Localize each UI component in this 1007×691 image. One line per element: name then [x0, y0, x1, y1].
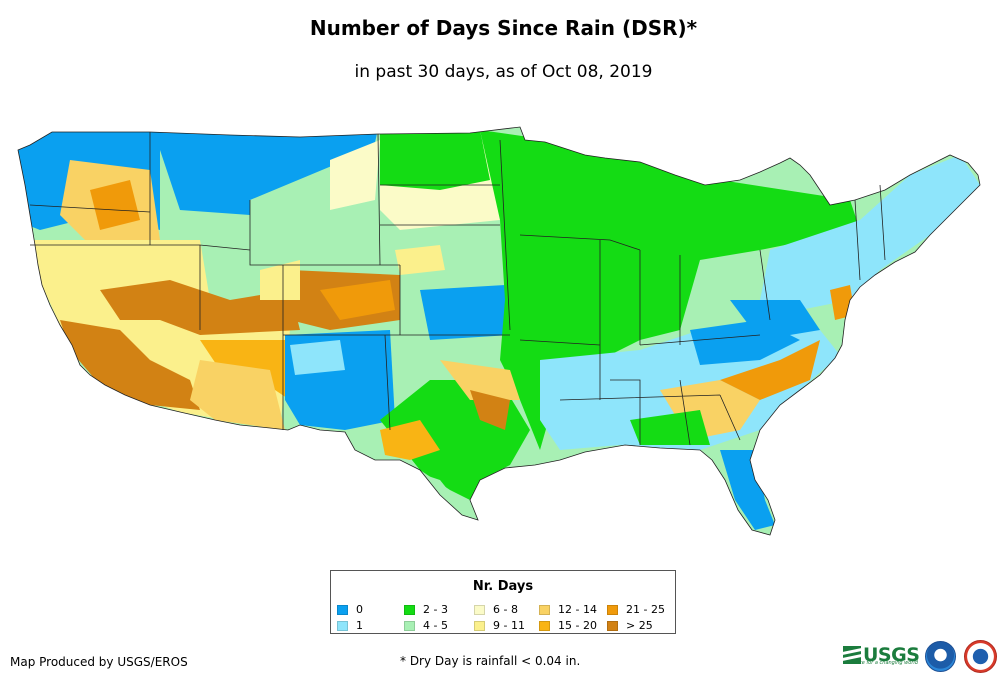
legend-item: 2 - 3 — [404, 603, 448, 616]
legend-label: 6 - 8 — [493, 603, 518, 616]
region-socal-25 — [60, 320, 200, 410]
legend-item: 6 - 8 — [474, 603, 518, 616]
region-kansas-0 — [420, 285, 510, 340]
region-north-dakota-2-3 — [380, 130, 490, 190]
legend-item: 4 - 5 — [404, 619, 448, 632]
legend-swatch — [404, 620, 415, 631]
state-borders — [29, 132, 886, 446]
usgs-tagline: science for a changing world — [846, 660, 918, 666]
region-florida-0 — [720, 450, 775, 530]
legend-title: Nr. Days — [472, 579, 534, 594]
region-gulf-coast-2-3 — [630, 410, 710, 445]
legend: Nr. Days 0 1 2 - 3 4 - 5 6 - 8 9 - 11 12 - 14 1… — [330, 570, 676, 634]
nws-logo-icon — [964, 640, 997, 673]
legend-item: 1 — [337, 619, 363, 632]
region-oklahoma-12-14 — [440, 360, 520, 400]
usgs-logo: USGS — [843, 641, 921, 669]
legend-swatch — [337, 620, 348, 631]
region-utah-9-11 — [260, 260, 300, 300]
usgs-logo-text: USGS — [863, 644, 920, 666]
legend-swatch — [539, 604, 550, 615]
legend-swatch — [607, 620, 618, 631]
legend-item: 21 - 25 — [607, 603, 665, 616]
legend-swatch — [337, 604, 348, 615]
legend-item: 12 - 14 — [539, 603, 597, 616]
region-colorado-21-25 — [320, 280, 395, 320]
legend-label: 4 - 5 — [423, 619, 448, 632]
region-plains-9-11 — [395, 245, 445, 275]
legend-label: 0 — [356, 603, 363, 616]
legend-item: 9 - 11 — [474, 619, 525, 632]
region-arizona-12-14 — [190, 360, 285, 430]
legend-label: 2 - 3 — [423, 603, 448, 616]
legend-swatch — [474, 620, 485, 631]
legend-item: 15 - 20 — [539, 619, 597, 632]
credit-text: Map Produced by USGS/EROS — [10, 655, 188, 669]
map-title: Number of Days Since Rain (DSR)* — [309, 16, 698, 40]
map-borders — [17, 126, 981, 536]
region-montana-6-8 — [330, 140, 380, 210]
legend-label: 1 — [356, 619, 363, 632]
dsr-regions — [18, 127, 980, 535]
region-mid-atlantic-0 — [730, 300, 820, 340]
legend-swatch — [539, 620, 550, 631]
legend-label: 9 - 11 — [493, 619, 525, 632]
map-subtitle: in past 30 days, as of Oct 08, 2019 — [354, 62, 653, 82]
region-northeast-1 — [760, 155, 980, 310]
legend-label: 12 - 14 — [558, 603, 597, 616]
legend-swatch — [607, 604, 618, 615]
legend-swatch — [404, 604, 415, 615]
legend-swatch — [474, 604, 485, 615]
legend-label: 15 - 20 — [558, 619, 597, 632]
region-new-mexico-1 — [290, 340, 345, 375]
region-oregon-21-25 — [90, 180, 140, 230]
region-carolinas-21-25 — [720, 340, 820, 400]
region-nebraska-4-5 — [400, 225, 505, 290]
usgs-mark-icon — [843, 646, 861, 664]
legend-item: > 25 — [607, 619, 653, 632]
legend-label: > 25 — [626, 619, 653, 632]
region-north-texas-25 — [470, 390, 510, 430]
region-texas-15-20 — [380, 420, 440, 460]
legend-label: 21 - 25 — [626, 603, 665, 616]
footnote-text: * Dry Day is rainfall < 0.04 in. — [400, 654, 581, 668]
legend-item: 0 — [337, 603, 363, 616]
noaa-logo-icon — [925, 641, 956, 672]
